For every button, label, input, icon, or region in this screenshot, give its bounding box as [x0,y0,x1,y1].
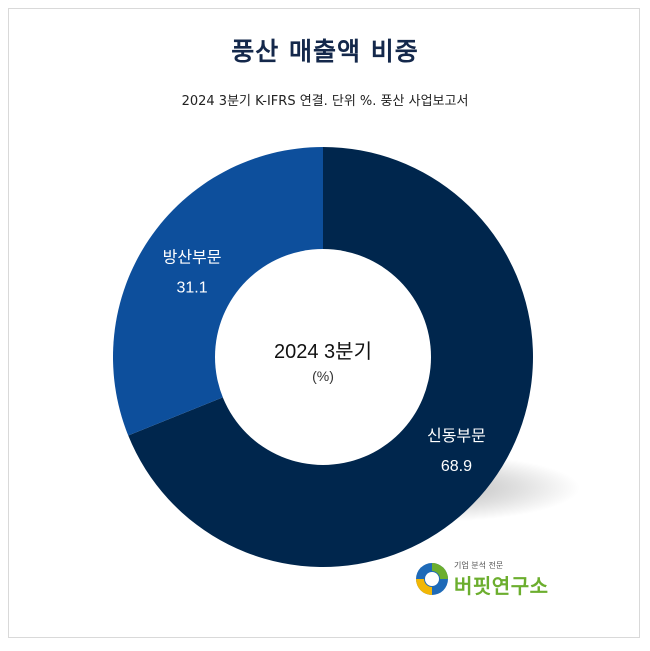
slice-value-sindong: 68.9 [441,458,472,475]
chart-title: 풍산 매출액 비중 [231,37,419,66]
logo-tagline: 기업 분석 전문 [454,561,504,570]
chart-subtitle: 2024 3분기 K-IFRS 연결. 단위 %. 풍산 사업보고서 [181,94,469,109]
center-label: 2024 3분기 [274,340,372,363]
logo-name: 버핏연구소 [454,574,549,598]
buffett-lab-logo-icon [416,563,448,595]
slice-value-bangsan: 31.1 [176,280,207,297]
logo: 기업 분석 전문 버핏연구소 [414,558,574,598]
center-sublabel: (%) [312,368,334,384]
donut-hole [215,249,431,465]
label-group: 신동부문 68.9 방산부문 31.1 [163,249,486,475]
slice-label-sindong: 신동부문 [427,427,486,445]
slice-label-bangsan: 방산부문 [163,249,222,267]
